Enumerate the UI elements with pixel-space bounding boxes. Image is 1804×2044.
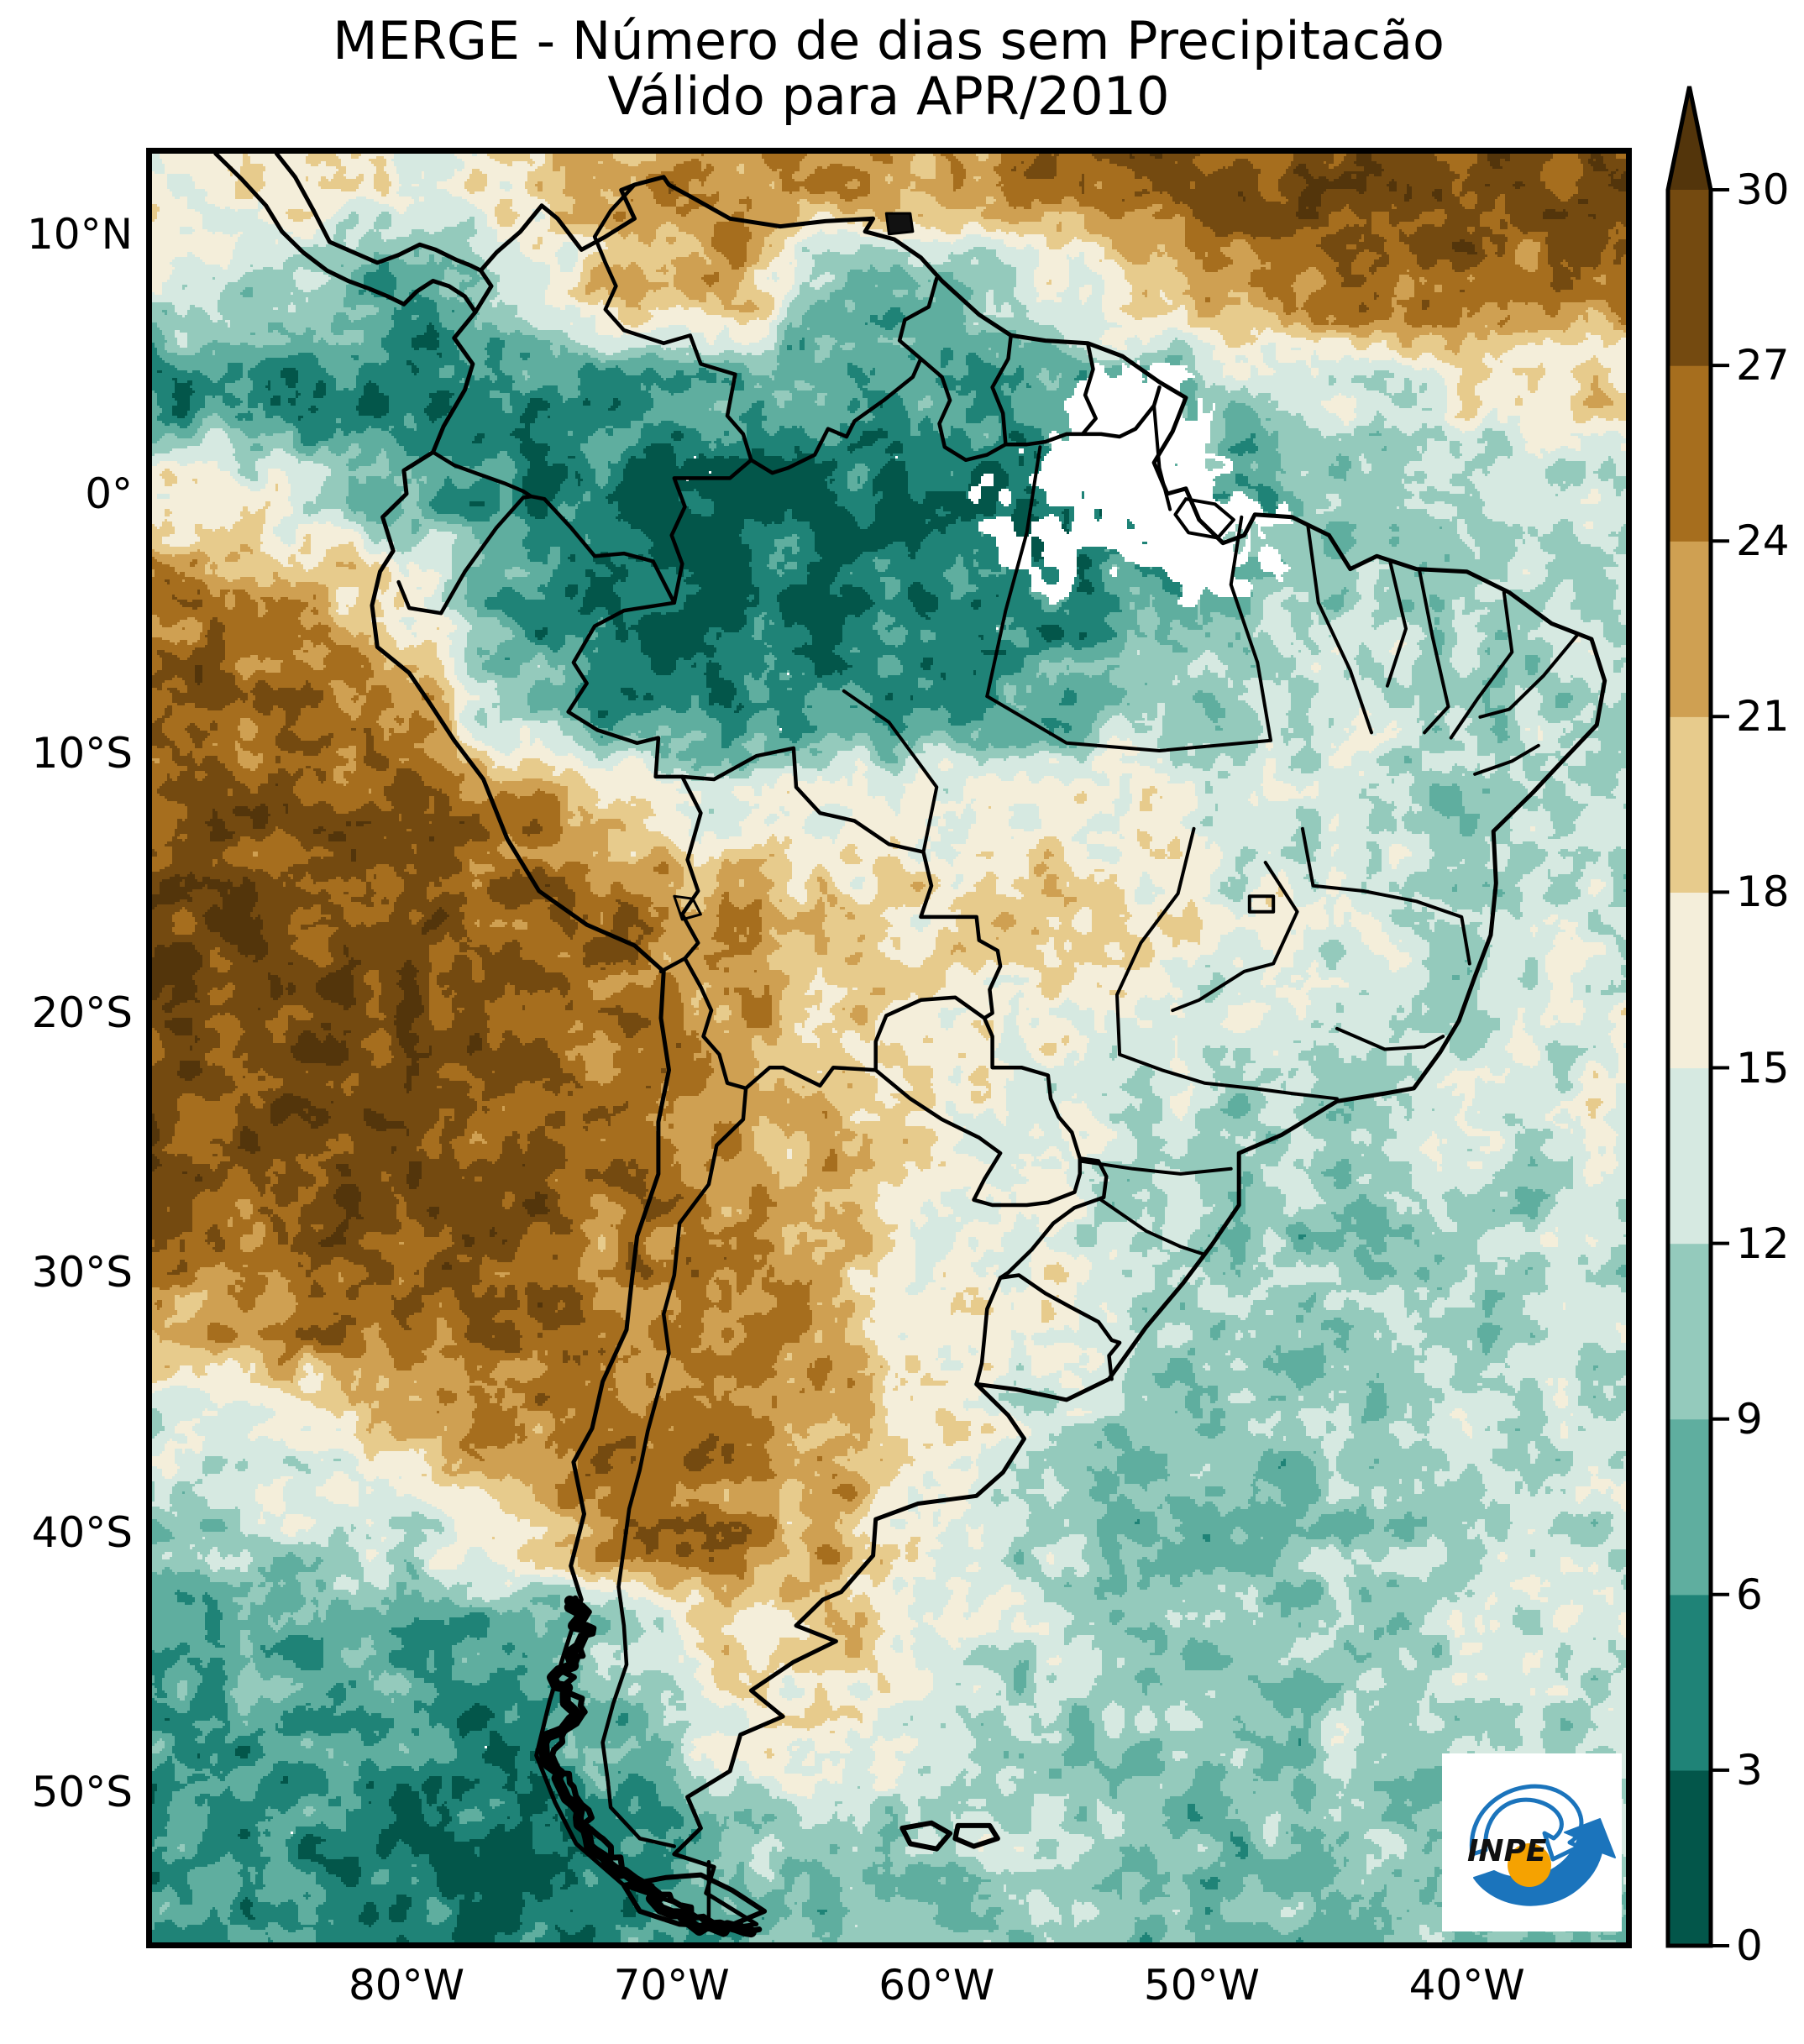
inpe-logo-text: INPE (1467, 1834, 1547, 1868)
colorbar-tick-label: 12 (1736, 1219, 1790, 1268)
colorbar-segment (1668, 541, 1711, 717)
colorbar-segment (1668, 365, 1711, 542)
y-tick-label: 10°S (31, 729, 133, 778)
colorbar-segment (1668, 1418, 1711, 1596)
country-border (600, 1086, 748, 1848)
state-border (1152, 403, 1172, 511)
state-border (842, 689, 939, 854)
colorbar-segment (1668, 1067, 1711, 1245)
state-border (1306, 523, 1373, 735)
country-border (998, 1156, 1109, 1280)
trinidad (884, 212, 915, 236)
x-tick-label: 40°W (1408, 1961, 1525, 2010)
colorbar-segment (1668, 1243, 1711, 1420)
colorbar-tick-label: 21 (1736, 692, 1790, 742)
y-tick-label: 0° (85, 469, 133, 518)
chart-title-line2: Válido para APR/2010 (607, 66, 1170, 127)
state-border (1335, 1026, 1445, 1051)
inpe-logo: INPE (1442, 1753, 1622, 1931)
falkland-west (899, 1820, 953, 1852)
colorbar-outline (1665, 86, 1713, 1948)
country-borders-overlay (213, 154, 1607, 1938)
state-border (1417, 567, 1450, 735)
colorbar-segment (1668, 190, 1711, 366)
marajo (1173, 497, 1235, 540)
chart-title-line1: MERGE - Número de dias sem Precipitacão (333, 10, 1445, 71)
state-border (985, 694, 1272, 752)
country-border (396, 494, 533, 616)
colorbar-tick-label: 9 (1736, 1394, 1763, 1444)
colorbar-segment (1668, 892, 1711, 1069)
state-border (1473, 743, 1540, 776)
falkland-east (952, 1822, 1000, 1849)
central-america-coast (274, 154, 483, 273)
inpe-orange-dot-icon (1508, 1843, 1551, 1887)
state-border (1385, 559, 1408, 688)
country-border (1080, 341, 1098, 437)
state-border (1099, 1198, 1207, 1256)
colorbar-segment (1668, 1594, 1711, 1771)
state-border (1118, 1052, 1339, 1101)
country-border (743, 1065, 878, 1091)
state-border (1449, 590, 1514, 740)
state-border (1078, 1159, 1233, 1176)
colorbar-tick-label: 30 (1736, 165, 1790, 214)
state-border (1171, 861, 1299, 1013)
country-border (998, 1273, 1122, 1381)
inpe-logo-graphic: INPE (1467, 1784, 1616, 1906)
country-border (680, 774, 703, 961)
colorbar-over-arrow (1668, 86, 1711, 190)
x-tick-label: 60°W (878, 1961, 995, 2010)
colorbar-tick-label: 3 (1736, 1745, 1763, 1795)
country-border (873, 1068, 1083, 1208)
colorbar-tick-label: 0 (1736, 1921, 1763, 1970)
country-border (680, 746, 1003, 1020)
state-border (1229, 515, 1272, 742)
country-border (990, 333, 1013, 447)
colorbar-tick-label: 6 (1736, 1570, 1763, 1619)
x-tick-label: 50°W (1143, 1961, 1260, 2010)
distrito-federal (1247, 894, 1276, 914)
colorbar-tick-label: 15 (1736, 1043, 1790, 1093)
country-border (873, 995, 987, 1072)
country-border (669, 458, 753, 605)
colorbar-segment (1668, 1769, 1711, 1947)
x-tick-label: 70°W (613, 1961, 730, 2010)
country-border (749, 276, 939, 475)
state-border (1115, 826, 1196, 1056)
chart-title: MERGE - Número de dias sem Precipitacão … (333, 13, 1445, 124)
colorbar (1665, 86, 1729, 1948)
titicaca (673, 894, 702, 921)
colorbar-tick-label: 18 (1736, 867, 1790, 917)
country-border (542, 496, 677, 605)
colorbar-tick-label: 27 (1736, 341, 1790, 390)
map-plot-area: INPE (146, 148, 1632, 1948)
y-tick-label: 50°S (31, 1767, 133, 1816)
y-tick-label: 10°N (26, 209, 133, 259)
x-tick-label: 80°W (348, 1961, 465, 2010)
y-tick-label: 40°S (31, 1507, 133, 1557)
country-border (592, 182, 753, 463)
country-border (974, 1276, 1003, 1386)
country-border (566, 600, 684, 779)
country-border (658, 956, 687, 974)
state-border (985, 445, 1042, 699)
central-america-coast (213, 154, 478, 315)
state-border (1478, 632, 1581, 719)
fjord-coast-scribble (549, 1595, 763, 1936)
colorbar-tick-label: 24 (1736, 516, 1790, 566)
country-border (683, 956, 748, 1091)
country-border (431, 450, 547, 501)
state-border (1300, 826, 1471, 966)
colorbar-segment (1668, 716, 1711, 893)
country-border (919, 356, 1162, 463)
tierra-del-fuego (621, 1872, 768, 1930)
country-border (982, 1016, 1083, 1161)
y-tick-label: 20°S (31, 988, 133, 1038)
y-tick-label: 30°S (31, 1248, 133, 1297)
